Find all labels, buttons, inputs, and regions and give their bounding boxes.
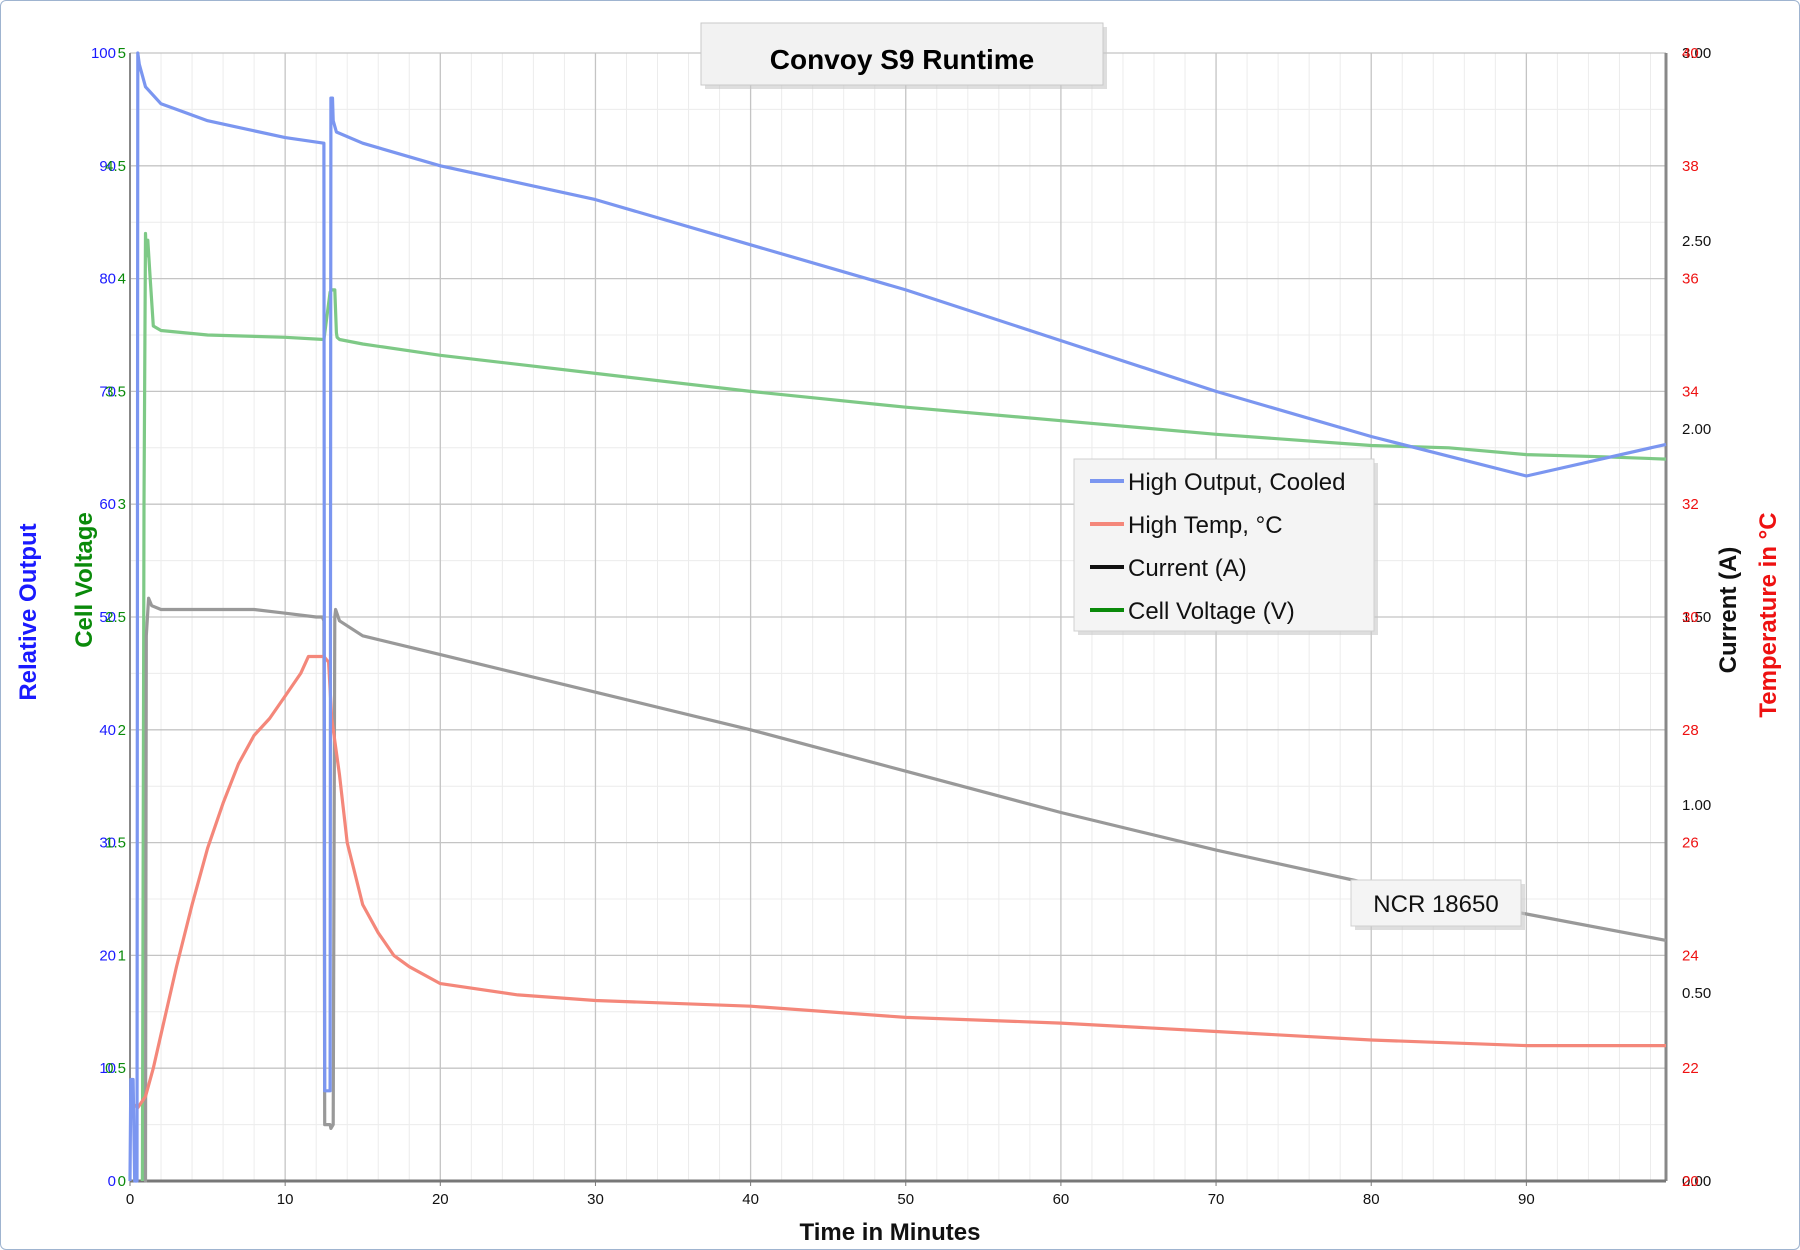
- y-tick-label-cell-voltage: 1.5: [105, 835, 126, 852]
- y-tick-label-cell-voltage: 5: [118, 45, 126, 62]
- annotation-box: NCR 18650: [1350, 879, 1525, 930]
- y-tick-label-cell-voltage: 3: [118, 496, 126, 513]
- x-tick-label: 40: [742, 1191, 759, 1208]
- y-tick-label-relative-output: 60: [99, 496, 116, 513]
- y-tick-label-current: 1.50: [1682, 609, 1711, 626]
- grid: [130, 52, 1666, 1181]
- series-line-high-temp-c: [129, 654, 1666, 1110]
- x-tick-label: 30: [587, 1191, 604, 1208]
- axes: [129, 53, 1668, 1186]
- x-tick-label: 70: [1208, 1191, 1225, 1208]
- y-axis-title-temperature: Temperature in °C: [1755, 512, 1782, 717]
- y-tick-label-temperature: 38: [1682, 158, 1699, 175]
- annotation-text: NCR 18650: [1373, 891, 1498, 918]
- legend-label-high-output: High Output, Cooled: [1128, 469, 1345, 496]
- y-tick-label-current: 1.00: [1682, 797, 1711, 814]
- y-tick-label-cell-voltage: 4: [118, 271, 126, 288]
- y-tick-label-temperature: 30: [1682, 609, 1699, 626]
- chart-title: Convoy S9 Runtime: [770, 44, 1034, 75]
- tick-labels: 0 10 20 30 40 50 60 70 80 90010203040506070809010…: [91, 45, 1711, 1208]
- legend-label-current: Current (A): [1128, 555, 1247, 582]
- y-tick-label-current: 0.00: [1682, 1173, 1711, 1190]
- x-tick-label: 20: [432, 1191, 449, 1208]
- series-line-cell-voltage-v: [140, 231, 1667, 1182]
- x-tick-label: 0: [126, 1191, 134, 1208]
- x-tick-label: 50: [897, 1191, 914, 1208]
- y-tick-label-relative-output: 90: [99, 158, 116, 175]
- y-tick-label-relative-output: 50: [99, 609, 116, 626]
- y-tick-label-temperature: 26: [1682, 835, 1699, 852]
- y-tick-label-temperature: 22: [1682, 1060, 1699, 1077]
- y-tick-label-temperature: 20: [1682, 1173, 1699, 1190]
- y-axis-title-current: Current (A): [1715, 547, 1742, 674]
- y-tick-label-relative-output: 100: [91, 45, 116, 62]
- y-tick-label-temperature: 24: [1682, 947, 1699, 964]
- y-tick-label-temperature: 40: [1682, 45, 1699, 62]
- y-tick-label-cell-voltage: 4.5: [105, 158, 126, 175]
- series-line-current-a: [143, 596, 1667, 1183]
- title-box: Convoy S9 Runtime: [700, 22, 1107, 89]
- y-tick-label-cell-voltage: 0.5: [105, 1060, 126, 1077]
- y-tick-label-current: 2.50: [1682, 233, 1711, 250]
- y-axis-title-cell-voltage: Cell Voltage: [71, 512, 98, 648]
- y-axis-title-relative-output: Relative Output: [15, 523, 42, 700]
- legend-label-cell-voltage: Cell Voltage (V): [1128, 598, 1295, 625]
- x-axis-title: Time in Minutes: [800, 1219, 981, 1246]
- x-tick-label: 60: [1053, 1191, 1070, 1208]
- y-tick-label-cell-voltage: 1: [118, 947, 126, 964]
- x-tick-label: 90: [1518, 1191, 1535, 1208]
- y-tick-label-relative-output: 40: [99, 722, 116, 739]
- series-lines: [128, 51, 1667, 1183]
- y-tick-label-relative-output: 30: [99, 835, 116, 852]
- y-tick-label-relative-output: 0: [108, 1173, 116, 1190]
- y-tick-label-temperature: 28: [1682, 722, 1699, 739]
- series-line-high-output-cooled: [128, 51, 1667, 1183]
- y-tick-label-relative-output: 10: [99, 1060, 116, 1077]
- y-tick-label-temperature: 36: [1682, 271, 1699, 288]
- y-tick-label-current: 3.00: [1682, 45, 1711, 62]
- x-tick-label: 80: [1363, 1191, 1380, 1208]
- y-tick-label-current: 2.00: [1682, 421, 1711, 438]
- y-tick-label-cell-voltage: 0: [118, 1173, 126, 1190]
- y-tick-label-temperature: 32: [1682, 496, 1699, 513]
- y-tick-label-cell-voltage: 3.5: [105, 383, 126, 400]
- legend-label-high-temp: High Temp, °C: [1128, 512, 1283, 539]
- x-tick-label: 10: [277, 1191, 294, 1208]
- y-tick-label-relative-output: 20: [99, 947, 116, 964]
- y-tick-label-cell-voltage: 2.5: [105, 609, 126, 626]
- y-tick-label-temperature: 34: [1682, 383, 1699, 400]
- y-tick-label-relative-output: 70: [99, 383, 116, 400]
- legend: High Output, Cooled High Temp, °C Curren…: [1073, 458, 1378, 635]
- y-tick-label-current: 0.50: [1682, 985, 1711, 1002]
- y-tick-label-relative-output: 80: [99, 271, 116, 288]
- y-tick-label-cell-voltage: 2: [118, 722, 126, 739]
